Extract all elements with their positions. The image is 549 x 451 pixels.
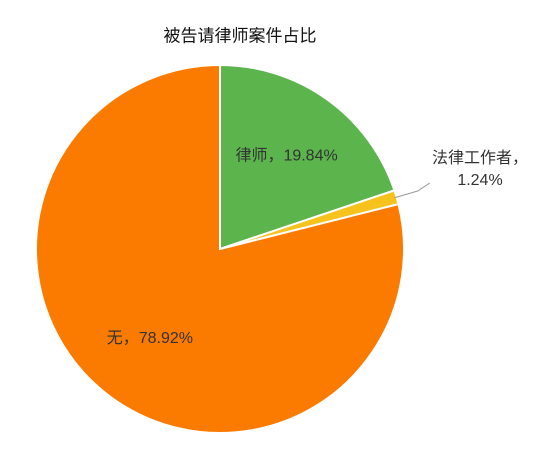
data-label: 法律工作者，1.24% <box>431 150 528 189</box>
chart-title: 被告请律师案件占比 <box>164 26 317 45</box>
pie-slice <box>219 63 396 251</box>
data-label: 无，78.92% <box>107 330 193 347</box>
pie-slice <box>35 63 405 434</box>
data-label-box: 法律工作者，1.24% <box>431 150 528 189</box>
data-label: 律师，19.84% <box>235 147 337 165</box>
leader-line <box>394 182 430 199</box>
